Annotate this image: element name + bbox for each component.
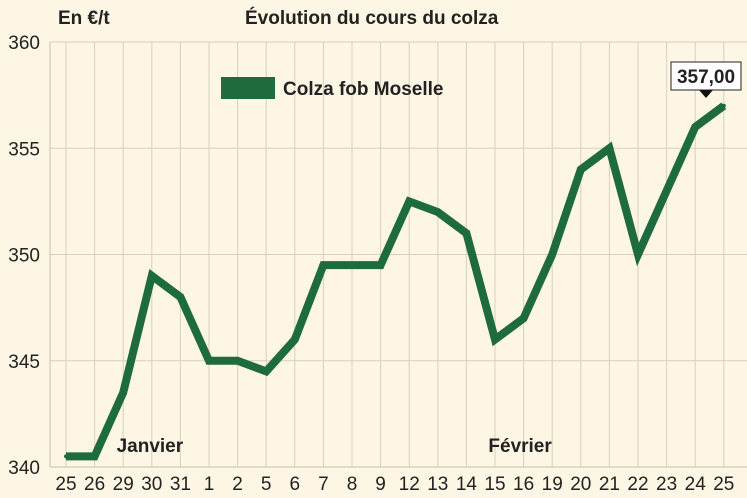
x-tick-label: 29 [113,474,134,495]
y-axis-label: En €/t [58,8,110,29]
chart-title: Évolution du cours du colza [245,7,499,29]
x-tick-label: 31 [170,474,191,495]
x-tick-label: 15 [484,474,505,495]
data-point [721,103,726,108]
data-point [264,369,269,374]
x-tick-label: 14 [456,474,478,495]
data-point [464,231,469,236]
annotation-text: 357,00 [677,67,735,88]
data-point [578,167,583,172]
data-point [149,273,154,278]
y-tick-label: 355 [8,139,40,160]
data-point [378,263,383,268]
data-point [64,454,68,459]
annotation-box [670,61,742,91]
x-tick-label: 24 [685,474,707,495]
x-tick-label: 5 [261,474,272,495]
data-point [636,252,640,257]
x-tick-label: 25 [713,474,734,495]
data-point [292,337,297,342]
x-tick-label: 25 [55,474,76,495]
y-tick-label: 360 [8,33,40,54]
x-tick-label: 21 [599,474,620,495]
x-ticks: 25 26 29 30 31 1 2 5 6 7 8 9 12 13 14 15 16 19 20 21 22 23 24 2… [55,474,734,495]
x-tick-label: 8 [347,474,358,495]
data-point [178,295,183,299]
data-point [493,337,497,342]
legend-label: Colza fob Moselle [283,79,443,100]
y-ticks: 340 345 350 355 360 [8,33,40,479]
grid [49,41,747,468]
data-point [607,146,612,151]
legend: Colza fob Moselle [221,77,443,100]
x-tick-label: 23 [656,474,677,495]
series-line [66,102,727,461]
data-point [121,390,126,395]
y-tick-label: 340 [8,458,40,479]
x-tick-label: 16 [513,474,534,495]
data-point [664,188,669,193]
data-point [550,252,555,257]
x-tick-label: 1 [204,474,215,495]
data-point [321,263,326,268]
x-tick-label: 9 [375,474,386,495]
data-point [407,199,412,204]
annotation-pointer [699,90,713,98]
legend-swatch [221,77,275,99]
series-layer [64,102,727,461]
x-tick-label: 26 [84,474,105,495]
y-tick-label: 345 [8,352,40,373]
month-label: Janvier [117,436,184,457]
x-tick-label: 22 [627,474,648,495]
data-point [350,263,354,268]
x-tick-label: 19 [542,474,563,495]
x-tick-label: 6 [290,474,301,495]
x-tick-label: 12 [399,474,420,495]
data-point [207,358,211,363]
data-point [693,125,698,129]
month-labels: Janvier Février [117,436,553,457]
data-point [235,358,240,363]
x-tick-label: 13 [427,474,448,495]
x-tick-label: 30 [141,474,162,495]
data-point [435,210,440,214]
data-point [92,454,97,459]
x-tick-label: 2 [232,474,243,495]
data-point [521,316,526,321]
month-label: Février [488,436,552,457]
x-tick-label: 7 [318,474,329,495]
y-tick-label: 350 [8,246,40,267]
x-tick-label: 20 [570,474,591,495]
last-value-annotation: 357,00 [670,61,742,98]
